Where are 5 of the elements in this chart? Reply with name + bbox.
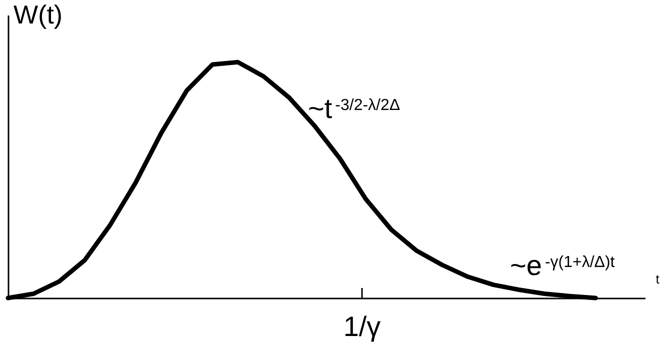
x-axis-title: t bbox=[656, 272, 660, 286]
annotation: ~t$^{-3/2-λ/2Δ}$ bbox=[308, 93, 400, 124]
text: 1/γ bbox=[343, 311, 381, 342]
y-axis-title: W(t) bbox=[14, 0, 63, 30]
annotation: ~e$^{-γ(1+λ/Δ)t}$ bbox=[510, 250, 616, 281]
